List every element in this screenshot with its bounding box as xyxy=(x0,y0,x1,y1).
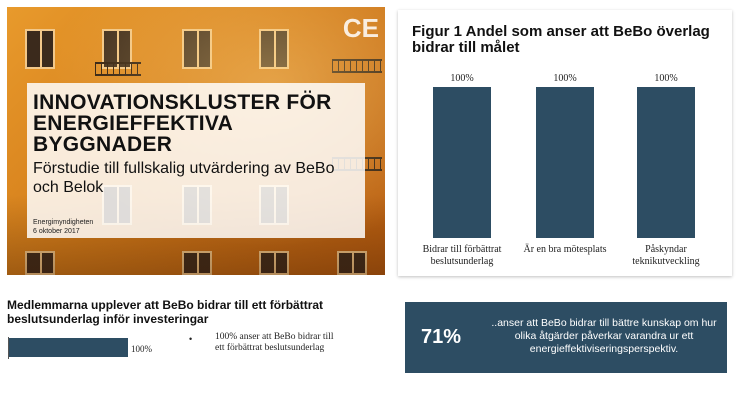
statement-title: Medlemmarna upplever att BeBo bidrar til… xyxy=(7,298,324,326)
bar-chart: 100% Bidrar till förbättrat beslutsunderla… xyxy=(423,73,700,267)
bar-3 xyxy=(637,87,695,238)
window xyxy=(182,29,212,69)
cover-organization: Energimyndigheten xyxy=(33,219,94,226)
stat-box: 71% ..anser att BeBo bidrar till bättre … xyxy=(405,302,727,373)
bar-1 xyxy=(433,87,491,238)
bullet-icon: • xyxy=(189,334,193,344)
bar-value-label: 100% xyxy=(553,73,576,84)
cover-subtitle: Förstudie till fullskalig utvärdering av… xyxy=(33,160,335,196)
balcony xyxy=(332,59,382,73)
window xyxy=(259,29,289,69)
bar-value-label: 100% xyxy=(654,73,677,84)
category-label: Påskyndar teknikutveckling xyxy=(632,244,699,267)
stat-number: 71% xyxy=(421,326,462,348)
cover-date: 6 oktober 2017 xyxy=(33,228,80,235)
window xyxy=(25,29,55,69)
window xyxy=(337,251,367,275)
cover-title: INNOVATIONSKLUSTER FÖR ENERGIEFFEKTIVA B… xyxy=(33,91,332,156)
bar-2 xyxy=(536,87,594,238)
title-panel xyxy=(27,83,365,238)
category-label: Bidrar till förbättrat beslutsunderlag xyxy=(423,244,502,267)
chart-title: Figur 1 Andel som anser att BeBo överlag… xyxy=(412,23,710,56)
brand-logo: CE xyxy=(342,13,379,43)
balcony xyxy=(95,62,141,76)
mini-bar-value-label: 100% xyxy=(131,344,152,354)
cover-image: CE INNOVATIONSKLUSTER FÖR ENERGIEFFEKTIV… xyxy=(7,7,385,275)
window xyxy=(259,251,289,275)
mini-chart-axis xyxy=(8,337,9,359)
window xyxy=(182,251,212,275)
bullet-text: 100% anser att BeBo bidrar till ett förb… xyxy=(215,332,334,353)
bar-value-label: 100% xyxy=(450,73,473,84)
category-label: Är en bra mötesplats xyxy=(523,243,606,255)
chart-card: Figur 1 Andel som anser att BeBo överlag… xyxy=(398,10,732,276)
stat-text: ..anser att BeBo bidrar till bättre kuns… xyxy=(491,317,717,355)
mini-bar xyxy=(9,338,128,357)
window xyxy=(25,251,55,275)
